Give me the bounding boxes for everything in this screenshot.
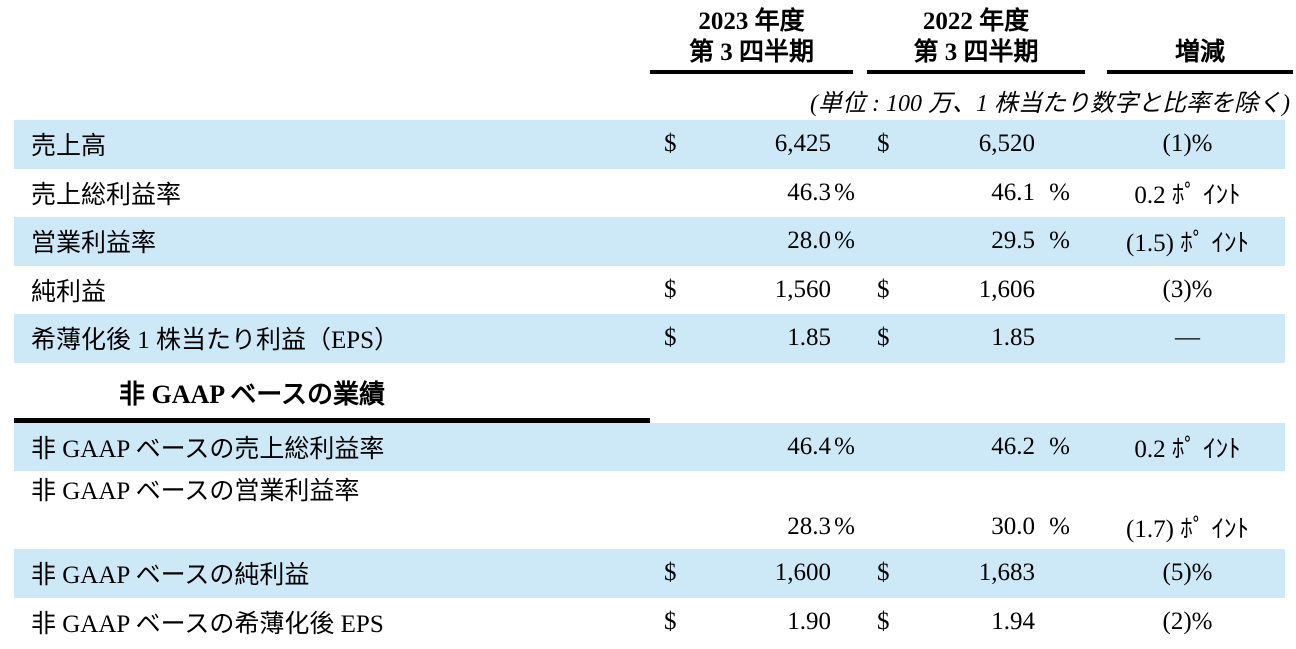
row-label: 希薄化後 1 株当たり利益（EPS） <box>31 327 400 355</box>
unit-2023: % <box>834 432 855 460</box>
non-gaap-table: 非 GAAP ベースの売上総利益率 46.4 % 46.2 % 0.2 ﾎﾟ ｲ… <box>14 422 1285 647</box>
cell-change-value: — <box>1175 324 1200 352</box>
cell-2022-value: 29.5 % <box>855 227 1090 255</box>
cell-change-value: (2)% <box>1162 607 1213 635</box>
cell-change-value: (1)% <box>1162 130 1213 158</box>
table-row-gross-margin: 売上総利益率 46.3 % 46.1 % 0.2 ﾎﾟ ｲﾝﾄ <box>14 169 1285 218</box>
value-2023: 28.3 <box>787 512 831 540</box>
row-label: 非 GAAP ベースの純利益 <box>31 562 310 590</box>
value-2022: 6,520 <box>978 130 1035 158</box>
table-row-nongaap-diluted-eps: 非 GAAP ベースの希薄化後 EPS $ 1.90 $ 1.94 (2)% <box>14 598 1285 647</box>
value-2023: 1,600 <box>774 559 831 587</box>
value-2023: 1.85 <box>787 324 831 352</box>
row-label: 非 GAAP ベースの希薄化後 EPS <box>31 610 384 638</box>
units-note: (単位 : 100 万、1 株当たり数字と比率を除く) <box>810 91 1290 117</box>
currency-symbol: $ <box>664 607 677 635</box>
cell-change-value: (3)% <box>1162 275 1213 303</box>
unit-2022: % <box>1049 432 1070 460</box>
table-row-nongaap-net-income: 非 GAAP ベースの純利益 $ 1,600 $ 1,683 (5)% <box>14 549 1285 598</box>
cell-2022-value: 46.1 % <box>855 179 1090 207</box>
header-label-spacer <box>0 6 650 74</box>
table-header-row: 2023 年度 第 3 四半期 2022 年度 第 3 四半期 増減 <box>0 0 1296 74</box>
header-col-2022-q3: 2022 年度 第 3 四半期 <box>867 6 1085 74</box>
cell-2022-value: $ 1.94 <box>855 608 1090 636</box>
row-label: 売上高 <box>31 133 107 161</box>
value-2023: 46.4 <box>787 432 831 460</box>
unit-2023: % <box>834 227 855 255</box>
currency-symbol: $ <box>877 559 890 587</box>
value-2023: 6,425 <box>774 130 831 158</box>
value-2023: 1,560 <box>774 275 831 303</box>
cell-2022-value: 30.0 % <box>855 513 1090 541</box>
value-2022: 46.1 <box>991 178 1035 206</box>
cell-2023-value: $ 1.85 <box>650 324 855 352</box>
header-col2-line2: 第 3 四半期 <box>913 39 1039 66</box>
table-row-nongaap-operating-margin-values: 28.3 % 30.0 % (1.7) ﾎﾟ ｲﾝﾄ <box>14 504 1285 549</box>
header-col2-line1: 2022 年度 <box>922 8 1030 35</box>
row-label: 非 GAAP ベースの売上総利益率 <box>31 435 385 463</box>
header-col-change: 増減 <box>1107 6 1293 74</box>
cell-2023-value: $ 6,425 <box>650 130 855 158</box>
currency-symbol: $ <box>877 607 890 635</box>
header-col1-line2: 第 3 四半期 <box>688 39 814 66</box>
unit-2022: % <box>1049 227 1070 255</box>
cell-change-value: 0.2 ﾎﾟ ｲﾝﾄ <box>1134 181 1241 209</box>
value-2022: 1,606 <box>978 275 1035 303</box>
value-2022: 1,683 <box>978 559 1035 587</box>
row-label: 売上総利益率 <box>31 181 182 209</box>
value-2022: 29.5 <box>991 227 1035 255</box>
row-label: 純利益 <box>31 278 107 306</box>
value-2023: 1.90 <box>787 607 831 635</box>
cell-2022-value: $ 6,520 <box>855 130 1090 158</box>
cell-2022-value: $ 1.85 <box>855 324 1090 352</box>
non-gaap-section-header: 非 GAAP ベースの業績 <box>14 363 650 423</box>
table-row-nongaap-operating-margin-label: 非 GAAP ベースの営業利益率 <box>14 471 1285 505</box>
currency-symbol: $ <box>664 275 677 303</box>
results-table: 売上高 $ 6,425 $ 6,520 (1)% 売上総利益率 46.3 % <box>14 120 1285 363</box>
table-row-diluted-eps: 希薄化後 1 株当たり利益（EPS） $ 1.85 $ 1.85 — <box>14 314 1285 363</box>
row-label: 非 GAAP ベースの営業利益率 <box>31 478 360 505</box>
cell-change-value: (1.7) ﾎﾟ ｲﾝﾄ <box>1126 515 1249 543</box>
value-2022: 46.2 <box>991 432 1035 460</box>
cell-2023-value: $ 1,600 <box>650 559 855 587</box>
table-row-nongaap-gross-margin: 非 GAAP ベースの売上総利益率 46.4 % 46.2 % 0.2 ﾎﾟ ｲ… <box>14 422 1285 471</box>
cell-2023-value: 46.4 % <box>650 433 855 461</box>
cell-2023-value: $ 1,560 <box>650 276 855 304</box>
value-2023: 28.0 <box>787 227 831 255</box>
currency-symbol: $ <box>664 130 677 158</box>
unit-2023: % <box>834 512 855 540</box>
cell-change-value: (5)% <box>1162 559 1213 587</box>
cell-2022-value: $ 1,683 <box>855 559 1090 587</box>
unit-2022: % <box>1049 512 1070 540</box>
currency-symbol: $ <box>664 324 677 352</box>
currency-symbol: $ <box>877 275 890 303</box>
cell-2023-value: 46.3 % <box>650 179 855 207</box>
cell-change-value: 0.2 ﾎﾟ ｲﾝﾄ <box>1134 435 1241 463</box>
currency-symbol: $ <box>877 130 890 158</box>
row-label: 営業利益率 <box>31 230 157 258</box>
value-2022: 1.85 <box>991 324 1035 352</box>
value-2023: 46.3 <box>787 178 831 206</box>
cell-2023-value: 28.0 % <box>650 227 855 255</box>
cell-2022-value: $ 1,606 <box>855 276 1090 304</box>
unit-2022: % <box>1049 178 1070 206</box>
table-row-net-sales: 売上高 $ 6,425 $ 6,520 (1)% <box>14 120 1285 169</box>
value-2022: 30.0 <box>991 512 1035 540</box>
cell-2023-value: $ 1.90 <box>650 608 855 636</box>
non-gaap-section-title: 非 GAAP ベースの業績 <box>119 379 385 409</box>
table-row-operating-margin: 営業利益率 28.0 % 29.5 % (1.5) ﾎﾟ ｲﾝﾄ <box>14 217 1285 266</box>
header-col-2023-q3: 2023 年度 第 3 四半期 <box>650 6 853 74</box>
table-row-net-income: 純利益 $ 1,560 $ 1,606 (3)% <box>14 266 1285 315</box>
currency-symbol: $ <box>664 559 677 587</box>
unit-2023: % <box>834 178 855 206</box>
header-col3-label: 増減 <box>1174 39 1225 66</box>
value-2022: 1.94 <box>991 607 1035 635</box>
currency-symbol: $ <box>877 324 890 352</box>
cell-change-value: (1.5) ﾎﾟ ｲﾝﾄ <box>1126 230 1249 258</box>
cell-2022-value: 46.2 % <box>855 433 1090 461</box>
header-col1-line1: 2023 年度 <box>698 8 805 35</box>
cell-2023-value: 28.3 % <box>650 513 855 541</box>
